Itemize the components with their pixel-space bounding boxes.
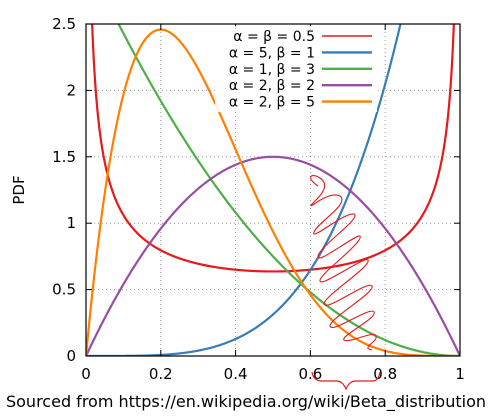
- series-line-1: [91, 24, 455, 273]
- x-tick-label-2: 0.4: [224, 365, 248, 383]
- legend-label-1: α = β = 0.5: [233, 29, 315, 45]
- x-tick-label-1: 0.2: [149, 365, 173, 383]
- legend: α = β = 0.5α = 5, β = 1α = 1, β = 3α = 2…: [215, 26, 377, 112]
- x-tick-label-4: 0.8: [373, 365, 397, 383]
- beta-pdf-chart: 0 0.2 0.4 0.6 0.8 1 0 0.5 1 1.5 2 2.5 PDF α = β = 0…: [10, 15, 465, 391]
- axes-frame: [85, 23, 461, 357]
- plot-border: [85, 23, 461, 357]
- series-line-4: [86, 155, 460, 356]
- x-tick-label-0: 0: [81, 365, 91, 383]
- y-tick-label-5: 2.5: [52, 15, 76, 33]
- x-tick-label-5: 1: [455, 365, 465, 383]
- series-line-3: [117, 24, 460, 356]
- legend-label-4: α = 2, β = 2: [229, 78, 315, 94]
- grid: [86, 24, 460, 356]
- legend-label-2: α = 5, β = 1: [229, 45, 315, 61]
- tick-labels: 0 0.2 0.4 0.6 0.8 1 0 0.5 1 1.5 2 2.5: [52, 15, 465, 383]
- source-caption: Sourced from https://en.wikipedia.org/wi…: [5, 392, 486, 411]
- scribble-mark: [310, 175, 377, 351]
- y-tick-label-4: 2: [66, 81, 76, 99]
- handwritten-annotation: [310, 175, 381, 391]
- legend-label-3: α = 1, β = 3: [229, 62, 315, 78]
- series-line-5: [86, 28, 460, 356]
- range-bracket: [311, 371, 381, 391]
- legend-label-5: α = 2, β = 5: [229, 95, 315, 111]
- y-axis-label: PDF: [10, 175, 28, 204]
- y-tick-label-3: 1.5: [52, 148, 76, 166]
- x-tick-label-3: 0.6: [298, 365, 322, 383]
- y-tick-label-2: 1: [66, 214, 76, 232]
- y-tick-label-1: 0.5: [52, 281, 76, 299]
- y-tick-label-0: 0: [66, 347, 76, 365]
